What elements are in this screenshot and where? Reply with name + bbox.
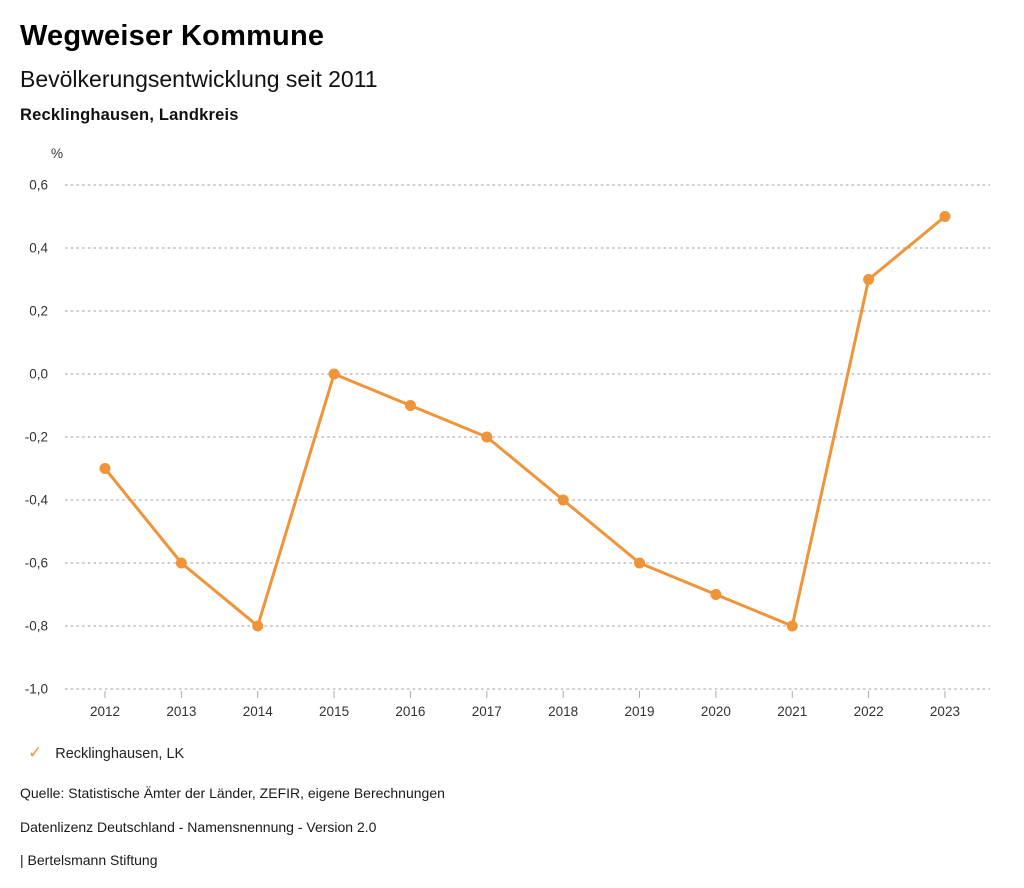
data-point[interactable] — [252, 620, 264, 632]
data-point[interactable] — [710, 589, 722, 600]
x-tick-label: 2022 — [854, 704, 884, 719]
data-point[interactable] — [557, 494, 569, 506]
license-text: Datenlizenz Deutschland - Namensnennung … — [20, 818, 377, 835]
data-point[interactable] — [634, 557, 646, 569]
x-tick-label: 2014 — [243, 704, 274, 719]
data-point[interactable] — [863, 274, 875, 285]
data-point[interactable] — [786, 620, 798, 632]
y-tick-label: 0,0 — [29, 367, 48, 382]
x-tick-label: 2023 — [930, 704, 960, 719]
chart-area: % 0,6 0,4 0,2 0,0 -0,2 -0,4 -0,6 -0,8 -1,0 2012 201… — [25, 146, 990, 719]
page-title: Wegweiser Kommune — [20, 20, 325, 52]
data-point[interactable] — [175, 557, 187, 569]
y-tick-label: -0,6 — [25, 556, 48, 571]
x-tick-label: 2012 — [90, 704, 120, 719]
region-label: Recklinghausen, Landkreis — [20, 106, 239, 124]
source-text: Quelle: Statistische Ämter der Länder, Z… — [20, 785, 445, 801]
legend-item-recklinghausen[interactable]: ✓ Recklinghausen, LK — [28, 743, 185, 762]
y-tick-label: -0,2 — [25, 430, 48, 445]
y-tick-label: 0,2 — [29, 304, 48, 319]
y-tick-label: -1,0 — [25, 682, 48, 697]
y-tick-label: -0,8 — [25, 619, 48, 634]
x-tick-label: 2018 — [548, 704, 578, 719]
y-axis-unit-label: % — [51, 146, 63, 161]
x-tick-label: 2020 — [701, 704, 731, 719]
x-tick-label: 2017 — [472, 704, 502, 719]
x-tick-label: 2013 — [166, 704, 196, 719]
population-line-chart: % 0,6 0,4 0,2 0,0 -0,2 -0,4 -0,6 -0,8 -1,0 2012 201… — [25, 146, 990, 719]
data-point[interactable] — [404, 400, 416, 411]
data-point[interactable] — [939, 211, 951, 222]
x-tick-label: 2015 — [319, 704, 349, 719]
y-tick-label: 0,6 — [29, 178, 48, 193]
y-tick-label: 0,4 — [29, 241, 48, 256]
x-tick-label: 2021 — [777, 704, 807, 719]
data-point[interactable] — [99, 463, 111, 474]
chart-footer: Quelle: Statistische Ämter der Länder, Z… — [20, 785, 445, 886]
x-tick-label: 2016 — [395, 704, 425, 719]
attribution-text: | Bertelsmann Stiftung — [20, 852, 158, 868]
check-icon: ✓ — [28, 743, 43, 762]
data-point[interactable] — [481, 431, 493, 443]
x-tick-label: 2019 — [624, 704, 654, 719]
y-tick-label: -0,4 — [25, 493, 49, 508]
chart-header: Wegweiser Kommune Bevölkerungsentwicklun… — [20, 20, 378, 125]
data-point[interactable] — [328, 368, 340, 380]
legend-label: Recklinghausen, LK — [55, 745, 185, 762]
series-line — [103, 215, 947, 628]
chart-subtitle: Bevölkerungsentwicklung seit 2011 — [20, 66, 378, 92]
